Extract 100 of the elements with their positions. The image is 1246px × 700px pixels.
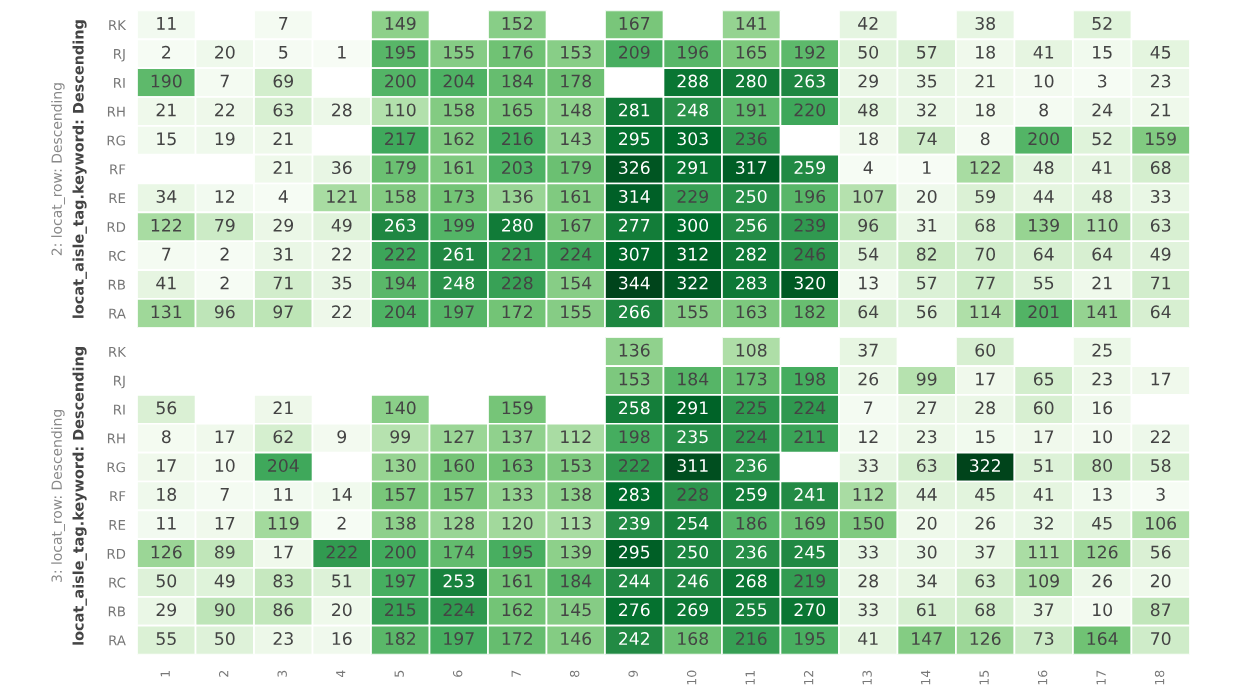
data-label: 49 [1150,247,1171,261]
data-label: 282 [736,247,766,261]
data-label: 30 [917,545,937,559]
data-label: 99 [916,372,937,386]
data-label: 204 [268,459,299,473]
data-label: 280 [502,218,533,232]
data-label: 63 [273,103,293,117]
data-label: 131 [151,305,182,319]
data-label: 224 [736,430,767,443]
data-label: 21 [156,103,176,117]
data-label: 2 [220,276,229,290]
data-label: 20 [332,603,352,617]
data-label: 281 [619,103,650,117]
data-label: 155 [561,305,591,319]
data-label: 10 [1093,603,1112,617]
data-label: 314 [619,189,650,203]
data-label: 48 [1092,189,1112,203]
data-label: 246 [794,247,826,261]
data-label: 10 [215,459,235,473]
data-label: 167 [561,218,591,232]
data-label: 22 [332,247,352,261]
data-label: 64 [1150,305,1171,319]
data-label: 239 [794,218,825,232]
data-label: 17 [157,459,176,472]
data-label: 147 [912,632,942,645]
data-label: 18 [859,132,878,146]
data-label: 162 [444,132,474,146]
data-label: 320 [794,276,826,290]
data-label: 277 [619,218,650,232]
data-label: 60 [1033,401,1054,415]
data-label: 107 [853,189,884,203]
data-label: 225 [736,401,767,415]
data-label: 32 [1034,516,1053,530]
data-label: 120 [502,516,533,530]
data-label: 10 [1034,74,1054,88]
data-label: 201 [1028,305,1059,319]
data-label: 23 [1092,372,1112,386]
data-label: 64 [858,305,879,319]
data-label: 97 [273,305,293,319]
data-label: 17 [1151,372,1171,386]
data-label: 222 [619,459,649,472]
data-label: 11 [157,516,176,530]
data-label: 56 [156,401,177,415]
data-label: 121 [327,189,357,203]
data-label: 86 [273,603,294,617]
data-label: 59 [975,189,995,203]
data-label: 21 [1092,276,1112,290]
data-label: 254 [677,516,709,530]
data-label: 49 [331,218,352,232]
data-label: 163 [736,305,767,319]
data-label: 167 [619,16,650,30]
data-label: 14 [332,488,352,501]
data-label: 172 [502,305,532,319]
data-label: 198 [619,430,650,444]
data-label: 126 [970,632,1001,646]
data-label: 182 [385,632,415,646]
data-label: 64 [1092,247,1113,261]
data-label: 29 [858,74,878,88]
data-label: 168 [678,632,708,646]
data-label: 62 [273,430,293,444]
data-label: 28 [858,574,878,588]
data-label: 35 [332,276,352,290]
data-label: 153 [561,459,591,473]
data-label: 248 [443,276,475,290]
data-label: 56 [1151,545,1171,559]
data-label: 27 [917,401,937,415]
data-label: 42 [858,16,878,30]
data-label: 197 [385,574,416,588]
data-label: 200 [385,545,416,559]
data-label: 45 [1150,45,1171,59]
data-label: 160 [444,459,475,473]
data-label: 228 [677,487,708,501]
data-label: 141 [736,17,767,30]
data-label: 194 [385,276,416,290]
data-label: 71 [1151,276,1171,290]
data-label: 276 [619,603,650,617]
data-label: 244 [619,574,650,588]
data-label: 143 [561,132,591,146]
data-label: 3 [1098,74,1107,88]
data-label: 57 [917,276,937,290]
data-label: 7 [279,17,288,30]
data-label: 70 [1151,632,1171,646]
data-label: 36 [332,161,352,175]
data-label: 18 [976,103,995,117]
data-label: 17 [215,430,235,443]
data-label: 158 [444,103,475,117]
data-label: 300 [677,218,709,232]
data-label: 37 [858,343,878,357]
data-label: 122 [151,218,182,232]
data-label: 161 [502,574,533,588]
data-label: 41 [1033,488,1054,501]
data-label: 268 [736,574,767,588]
data-label: 126 [151,545,182,559]
data-label: 204 [443,74,475,88]
data-label: 216 [736,632,767,646]
data-label: 23 [917,430,937,444]
data-label: 197 [444,632,474,646]
data-label: 219 [794,574,825,588]
data-label: 58 [1151,459,1171,473]
data-label: 270 [794,603,826,617]
